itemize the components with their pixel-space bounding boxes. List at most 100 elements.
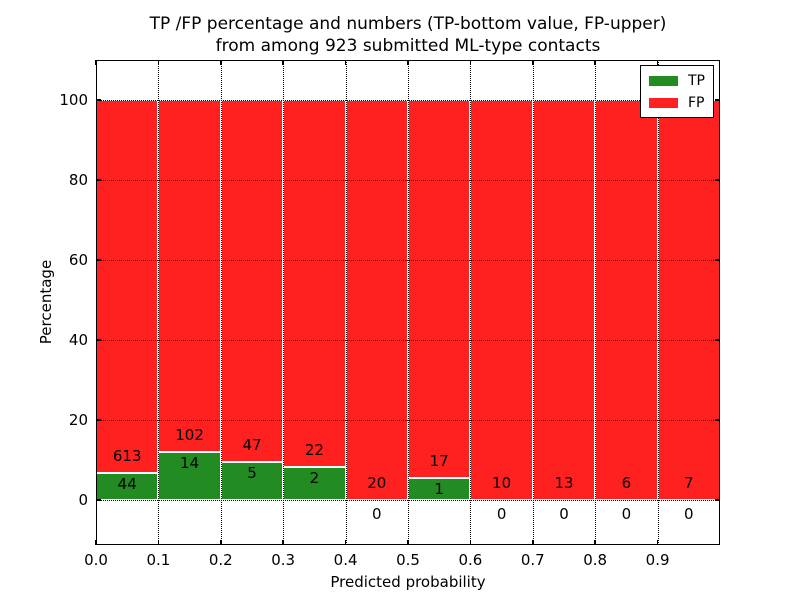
y-tick-label: 40 <box>68 331 88 349</box>
x-tick-mark-top <box>656 60 659 65</box>
bars-layer <box>96 60 720 545</box>
y-tick-label: 100 <box>59 91 88 109</box>
y-tick-mark-left <box>96 259 101 261</box>
x-tick-label: 0.0 <box>84 551 108 569</box>
gridline-x <box>470 60 472 545</box>
x-tick-mark-bottom <box>407 540 409 545</box>
fp-count-label: 17 <box>429 451 449 470</box>
x-tick-label: 0.1 <box>146 551 171 569</box>
gridline-x <box>220 60 222 545</box>
legend: TP FP <box>640 65 714 118</box>
chart-title: TP /FP percentage and numbers (TP-bottom… <box>96 13 720 57</box>
y-tick-mark-left <box>96 99 101 101</box>
bar-fp-segment <box>532 100 596 500</box>
bar-fp-segment <box>158 100 221 452</box>
legend-entry-fp: FP <box>649 94 705 111</box>
x-tick-label: 0.9 <box>645 551 670 569</box>
x-tick-mark-bottom <box>220 540 222 545</box>
x-tick-label: 0.4 <box>333 551 358 569</box>
y-tick-mark-right <box>715 339 720 341</box>
tp-count-label: 0 <box>372 504 382 523</box>
y-tick-mark-right <box>715 419 720 421</box>
x-tick-mark-bottom <box>344 540 347 545</box>
fp-count-label: 47 <box>242 435 262 454</box>
y-tick-mark-left <box>96 499 101 501</box>
x-tick-label: 0.6 <box>458 551 483 569</box>
fp-count-label: 10 <box>492 474 512 493</box>
x-tick-label: 0.8 <box>583 551 608 569</box>
tp-count-label: 0 <box>559 504 569 523</box>
x-tick-mark-top <box>407 60 409 65</box>
y-tick-mark-right <box>715 179 720 181</box>
annotations-layer: 613 44 102 14 47 5 22 2 20 0 17 1 10 0 13 0 6 0 7 0 <box>96 60 720 545</box>
x-tick-mark-bottom <box>656 540 659 545</box>
gridline-x <box>408 60 409 545</box>
y-tick-mark-right <box>715 99 720 101</box>
x-tick-mark-bottom <box>469 540 472 545</box>
x-tick-mark-bottom <box>282 540 284 545</box>
fp-count-label: 22 <box>304 440 324 459</box>
y-tick-mark-right <box>715 259 720 261</box>
legend-swatch-fp <box>649 97 678 108</box>
x-tick-mark-top <box>282 60 284 65</box>
y-tick-mark-right <box>715 499 720 501</box>
fp-count-label: 613 <box>112 447 142 466</box>
x-tick-mark-top <box>594 60 596 65</box>
y-tick-mark-left <box>96 339 101 341</box>
tp-count-label: 0 <box>621 504 632 523</box>
y-tick-label: 80 <box>68 171 88 189</box>
tp-count-label: 0 <box>496 504 507 523</box>
x-tick-label: 0.5 <box>396 551 420 569</box>
gridline-x <box>345 60 347 545</box>
bar-fp-segment <box>96 100 159 474</box>
tp-count-label: 5 <box>247 463 257 482</box>
x-tick-mark-bottom <box>594 540 596 545</box>
fp-count-label: 7 <box>684 474 694 493</box>
gridline-x <box>595 60 597 545</box>
bar-fp-segment <box>283 100 346 467</box>
legend-entry-tp: TP <box>649 72 705 89</box>
tp-count-label: 1 <box>434 479 444 498</box>
gridline-x <box>532 60 534 545</box>
x-tick-mark-top <box>469 60 472 65</box>
y-tick-mark-left <box>96 419 101 421</box>
gridline-x <box>283 60 285 545</box>
legend-swatch-tp <box>649 75 678 86</box>
grid-layer <box>96 60 720 545</box>
gridline-x <box>158 60 160 545</box>
x-tick-label: 0.7 <box>520 551 545 569</box>
y-tick-label: 60 <box>68 251 88 269</box>
x-tick-mark-bottom <box>532 540 534 545</box>
x-tick-mark-bottom <box>157 540 160 545</box>
gridline-x <box>657 60 659 545</box>
ticks-layer <box>95 60 720 545</box>
fp-count-label: 20 <box>367 474 387 493</box>
x-tick-mark-top <box>344 60 347 65</box>
legend-label-tp: TP <box>688 72 705 89</box>
x-tick-mark-top <box>157 60 160 65</box>
y-axis-label: Percentage <box>37 259 55 345</box>
chart-title-line1: TP /FP percentage and numbers (TP-bottom… <box>149 14 667 34</box>
bar-fp-segment <box>657 100 720 500</box>
tp-count-label: 14 <box>180 453 200 472</box>
x-tick-label: 0.2 <box>208 551 233 569</box>
y-tick-mark-left <box>96 179 101 181</box>
plot-area: 613 44 102 14 47 5 22 2 20 0 17 1 10 0 13 0 6 0 7 0 TP FP <box>95 60 720 545</box>
x-tick-mark-top <box>220 60 222 65</box>
fp-count-label: 102 <box>175 425 204 444</box>
chart-title-line2: from among 923 submitted ML-type contact… <box>215 36 601 56</box>
bar-fp-segment <box>220 100 284 462</box>
fp-count-label: 13 <box>554 474 574 493</box>
y-tick-label: 20 <box>68 411 88 429</box>
bar-tp-segment <box>96 473 159 500</box>
fp-count-label: 6 <box>621 474 632 493</box>
y-tick-label: 0 <box>78 491 88 509</box>
tp-count-label: 44 <box>117 475 137 494</box>
bar-fp-segment <box>408 100 471 478</box>
legend-label-fp: FP <box>688 94 705 111</box>
x-axis-label: Predicted probability <box>330 573 486 591</box>
x-tick-mark-top <box>532 60 534 65</box>
tp-count-label: 2 <box>309 468 320 487</box>
x-tick-label: 0.3 <box>271 551 296 569</box>
